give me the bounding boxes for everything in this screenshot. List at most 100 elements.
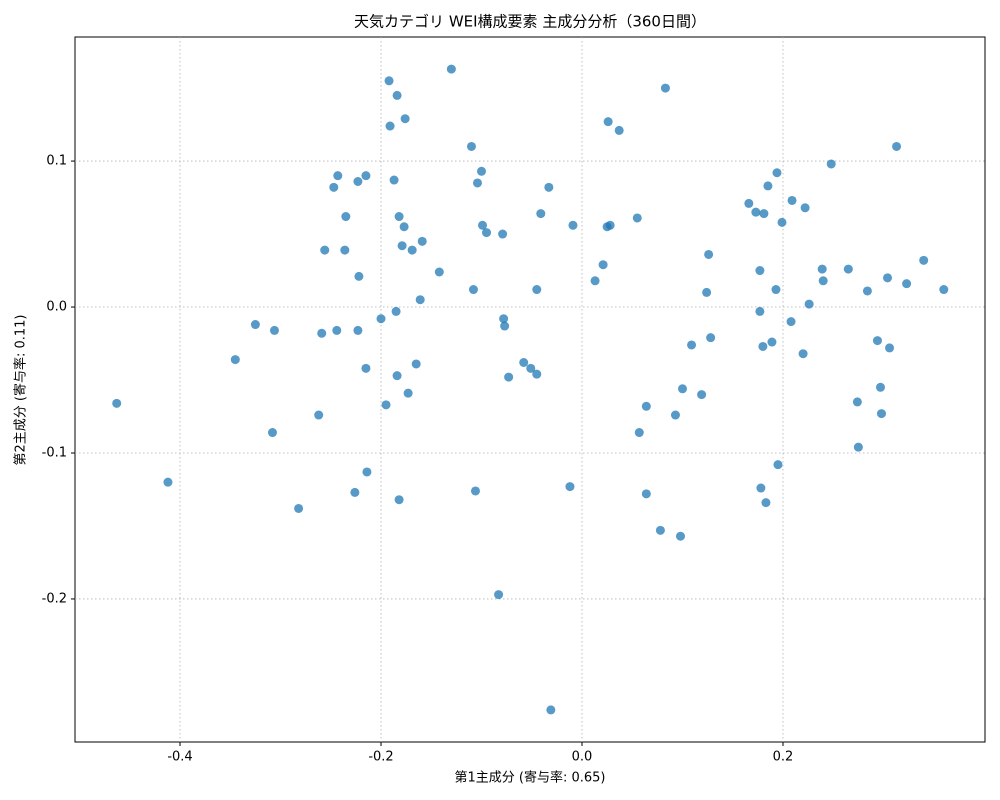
point (761, 498, 771, 508)
point (704, 249, 714, 259)
point (269, 325, 279, 335)
point (478, 220, 488, 230)
point (826, 159, 836, 169)
point (800, 203, 810, 213)
point (434, 267, 444, 277)
point (392, 90, 402, 100)
point (565, 482, 575, 492)
point (267, 428, 277, 438)
point (399, 222, 409, 232)
y-tick-label: -0.2 (42, 591, 67, 606)
point (758, 341, 768, 351)
y-tick-label: -0.1 (42, 445, 67, 460)
point (250, 320, 260, 330)
point (853, 442, 863, 452)
point (885, 343, 895, 353)
point (498, 229, 508, 239)
point (883, 273, 893, 283)
point (353, 325, 363, 335)
plot-frame (74, 36, 986, 743)
point (614, 125, 624, 135)
point (397, 241, 407, 251)
point (472, 178, 482, 188)
point (706, 333, 716, 343)
point (384, 76, 394, 86)
point (403, 388, 413, 398)
point (519, 357, 529, 367)
point (317, 328, 327, 338)
point (362, 467, 372, 477)
point (876, 409, 886, 419)
x-tick-label: 0.0 (572, 750, 593, 765)
point (568, 220, 578, 230)
point (353, 177, 363, 187)
point (407, 245, 417, 255)
point (919, 255, 929, 265)
y-tick-label: 0.0 (46, 300, 67, 315)
point (641, 401, 651, 411)
point (660, 83, 670, 93)
point (389, 175, 399, 185)
point (818, 276, 828, 286)
point (341, 212, 351, 222)
point (687, 340, 697, 350)
point (817, 264, 827, 274)
point (381, 400, 391, 410)
point (333, 171, 343, 181)
point (468, 285, 478, 295)
point (697, 390, 707, 400)
point (763, 181, 773, 191)
point (773, 460, 783, 470)
point (755, 306, 765, 316)
point (394, 212, 404, 222)
point (598, 260, 608, 270)
point (494, 590, 504, 600)
point (590, 276, 600, 286)
point (411, 359, 421, 369)
x-tick-label: -0.2 (368, 750, 393, 765)
point (544, 182, 554, 192)
point (536, 209, 546, 219)
point (499, 314, 509, 324)
point (163, 477, 173, 487)
point (482, 228, 492, 238)
point (939, 285, 949, 295)
point (744, 198, 754, 208)
point (354, 271, 364, 281)
y-axis-label: 第2主成分 (寄与率: 0.11) (13, 314, 29, 465)
y-tick-label: 0.1 (46, 154, 67, 169)
point (702, 287, 712, 297)
point (872, 336, 882, 346)
point (526, 363, 536, 373)
point (892, 141, 902, 151)
point (678, 384, 688, 394)
point (417, 236, 427, 246)
x-axis-label: 第1主成分 (寄与率: 0.65) (454, 770, 605, 786)
point (470, 486, 480, 496)
point (546, 705, 556, 715)
point (446, 64, 456, 74)
point (477, 166, 487, 176)
point (751, 207, 761, 217)
point (361, 171, 371, 181)
point (329, 182, 339, 192)
point (294, 503, 304, 513)
point (394, 495, 404, 505)
point (340, 245, 350, 255)
point (634, 428, 644, 438)
point (875, 382, 885, 392)
point (500, 321, 510, 331)
point (376, 314, 386, 324)
point (655, 525, 665, 535)
point (862, 286, 872, 296)
x-tick-label: 0.2 (773, 750, 794, 765)
x-tick-label: -0.4 (167, 750, 192, 765)
point (466, 141, 476, 151)
point (603, 117, 613, 127)
point (798, 349, 808, 359)
chart-title: 天気カテゴリ WEI構成要素 主成分分析（360日間） (354, 13, 706, 31)
point (385, 121, 395, 131)
point (350, 487, 360, 497)
